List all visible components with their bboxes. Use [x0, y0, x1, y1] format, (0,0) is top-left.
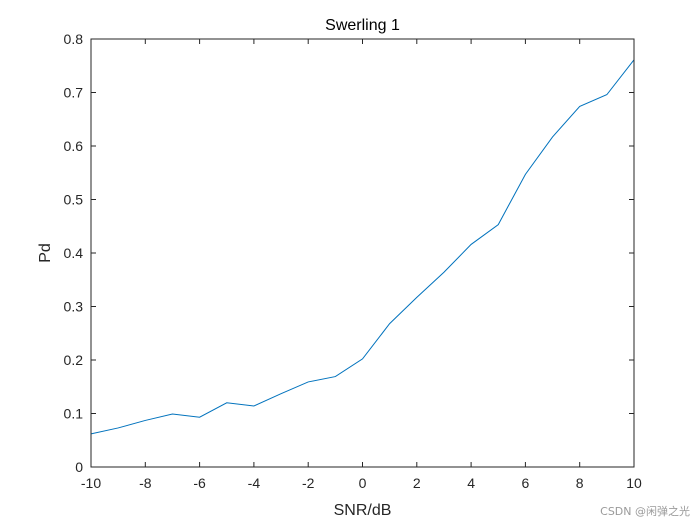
x-tick-label: -2	[302, 475, 315, 491]
series-layer	[90, 59, 635, 435]
x-tick-label: -6	[193, 475, 206, 491]
y-tick-label: 0.4	[64, 245, 84, 261]
x-axis-label: SNR/dB	[334, 502, 392, 519]
y-tick-label: 0.2	[64, 352, 84, 368]
y-axis-label: Pd	[37, 243, 54, 263]
y-tick-label: 0.7	[64, 85, 84, 101]
ticks: -10 -8 -6 -4 -2 0 2 4 6 8 10 0 0.1 0.2 0.3 0.4 0.5 0.6 0.7…	[64, 31, 642, 491]
x-tick-label: 10	[626, 475, 642, 491]
x-tick-label: 2	[413, 475, 421, 491]
x-tick-label: 0	[359, 475, 367, 491]
y-tick-label: 0.8	[64, 31, 84, 47]
y-tick-label: 0.1	[64, 406, 84, 422]
y-tick-label: 0.3	[64, 299, 84, 315]
chart-title: Swerling 1	[325, 17, 400, 34]
y-tick-label: 0	[75, 459, 83, 475]
x-tick-label: -4	[248, 475, 261, 491]
x-tick-label: 6	[522, 475, 530, 491]
watermark: CSDN @闲弹之光	[600, 505, 690, 518]
x-tick-label: -8	[139, 475, 152, 491]
y-tick-label: 0.5	[64, 192, 84, 208]
plot-frame	[90, 38, 635, 468]
y-tick-label: 0.6	[64, 138, 84, 154]
x-tick-label: -10	[81, 475, 101, 491]
series-line	[90, 59, 635, 435]
plot-area	[91, 39, 634, 467]
x-tick-label: 4	[467, 475, 475, 491]
x-tick-label: 8	[576, 475, 584, 491]
